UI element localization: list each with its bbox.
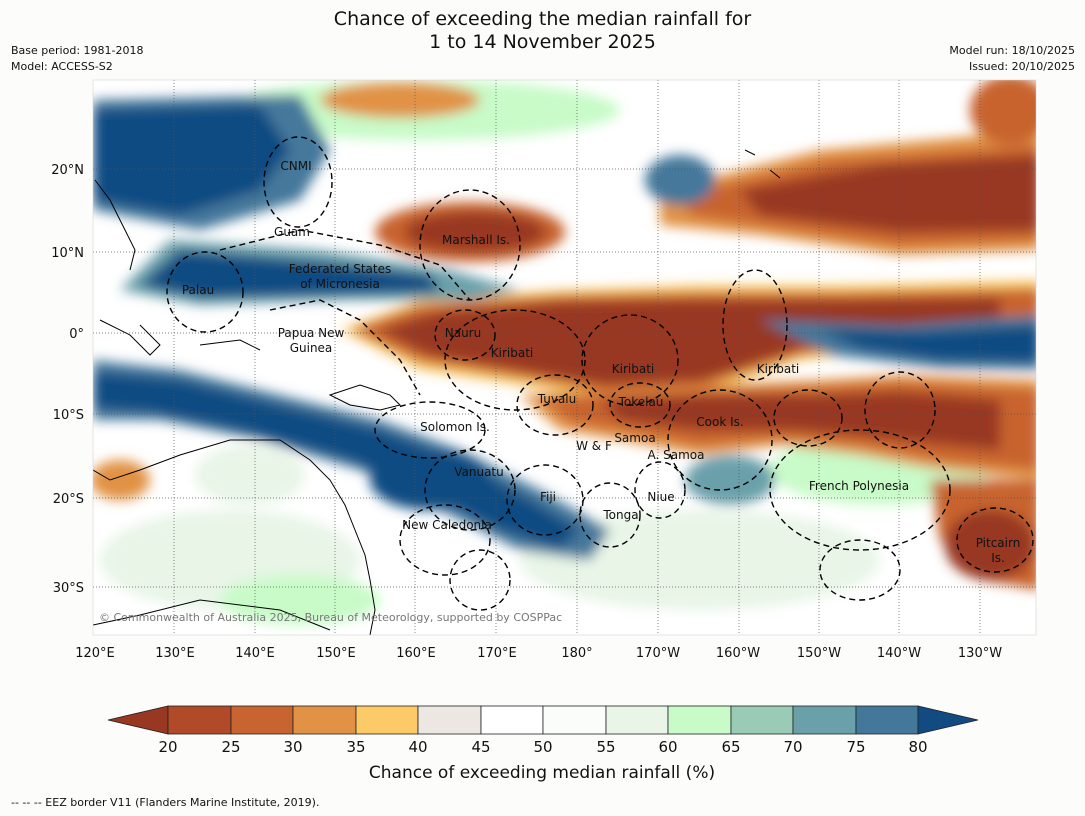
colorbar-75-80 bbox=[855, 705, 919, 735]
label-png-2: Guinea bbox=[290, 341, 333, 355]
label-guam: Guam bbox=[274, 225, 310, 239]
label-kiribati-east: Kiribati bbox=[757, 362, 799, 376]
lon-tick: 140°E bbox=[235, 646, 275, 661]
label-kiribati-central: Kiribati bbox=[612, 362, 654, 376]
colorbar-tick: 30 bbox=[283, 738, 302, 756]
label-pitcairn-1: Pitcairn bbox=[976, 536, 1021, 550]
label-niue: Niue bbox=[647, 490, 674, 504]
colorbar-above-80 bbox=[917, 705, 979, 735]
lon-tick: 140°W bbox=[877, 646, 921, 661]
colorbar-tick: 75 bbox=[846, 738, 865, 756]
lon-tick: 150°W bbox=[797, 646, 841, 661]
lat-tick: 20°N bbox=[51, 163, 84, 178]
map-title-line1: Chance of exceeding the median rainfall … bbox=[333, 8, 752, 30]
label-new-caledonia: New Caledonia bbox=[402, 518, 492, 532]
label-french-polynesia: French Polynesia bbox=[809, 479, 909, 493]
colorbar-55-60 bbox=[605, 705, 669, 735]
base-period-text: Base period: 1981-2018 bbox=[11, 44, 144, 57]
colorbar-tick: 65 bbox=[721, 738, 740, 756]
colorbar-20-25 bbox=[167, 705, 232, 735]
copyright-notice: © Commonwealth of Australia 2025, Bureau… bbox=[99, 611, 562, 624]
issued-text: Issued: 20/10/2025 bbox=[968, 60, 1075, 73]
label-solomon-islands: Solomon Is. bbox=[420, 420, 490, 434]
latitude-axis: 20°N 10°N 0° 10°S 20°S 30°S bbox=[51, 163, 84, 596]
label-vanuatu: Vanuatu bbox=[454, 465, 504, 479]
label-fsm-2: of Micronesia bbox=[300, 277, 380, 291]
colorbar-tick: 25 bbox=[221, 738, 240, 756]
lon-tick: 170°W bbox=[636, 646, 680, 661]
rainfall-probability-field bbox=[93, 80, 1036, 635]
lat-tick: 10°N bbox=[51, 246, 84, 261]
label-tokelau: Tokelau bbox=[618, 395, 664, 409]
label-pitcairn-2: Is. bbox=[991, 551, 1005, 565]
lat-tick: 10°S bbox=[53, 408, 84, 423]
colorbar-70-75 bbox=[792, 705, 857, 735]
map-title-line2: 1 to 14 November 2025 bbox=[429, 31, 656, 53]
colorbar-40-45 bbox=[417, 705, 482, 735]
colorbar-tick: 35 bbox=[346, 738, 365, 756]
label-png-1: Papua New bbox=[278, 326, 345, 340]
label-nauru: Nauru bbox=[445, 326, 481, 340]
label-palau: Palau bbox=[182, 283, 214, 297]
colorbar-tick: 60 bbox=[658, 738, 677, 756]
label-fsm-1: Federated States bbox=[289, 262, 391, 276]
model-run-text: Model run: 18/10/2025 bbox=[949, 44, 1075, 57]
model-text: Model: ACCESS-S2 bbox=[11, 60, 113, 73]
lon-tick: 130°E bbox=[155, 646, 195, 661]
eez-footnote: -- -- -- EEZ border V11 (Flanders Marine… bbox=[11, 796, 320, 809]
colorbar-legend: 20 25 30 35 40 45 50 55 60 65 70 75 80 C… bbox=[107, 705, 979, 783]
lon-tick: 180° bbox=[561, 646, 592, 661]
label-american-samoa: A. Samoa bbox=[648, 448, 705, 462]
lon-tick: 130°W bbox=[958, 646, 1002, 661]
colorbar-25-30 bbox=[230, 705, 294, 735]
colorbar-tick: 55 bbox=[596, 738, 615, 756]
lat-tick: 0° bbox=[69, 327, 84, 342]
lon-tick: 150°E bbox=[316, 646, 356, 661]
colorbar-tick: 70 bbox=[783, 738, 802, 756]
label-wallis-futuna: W & F bbox=[576, 439, 612, 453]
lat-tick: 30°S bbox=[53, 581, 84, 596]
label-cnmi: CNMI bbox=[280, 159, 311, 173]
longitude-axis: 120°E 130°E 140°E 150°E 160°E 170°E 180°… bbox=[75, 646, 1002, 661]
label-fiji: Fiji bbox=[540, 490, 556, 504]
coastlines bbox=[93, 149, 781, 635]
colorbar-tick: 20 bbox=[158, 738, 177, 756]
colorbar-title: Chance of exceeding median rainfall (%) bbox=[369, 763, 715, 783]
colorbar-60-65 bbox=[667, 705, 732, 735]
colorbar-tick: 80 bbox=[908, 738, 927, 756]
region-labels: CNMI Guam Marshall Is. Federated States … bbox=[182, 159, 1020, 565]
label-kiribati-west: Kiribati bbox=[491, 346, 533, 360]
colorbar-50-55 bbox=[542, 705, 607, 735]
colorbar-below-20 bbox=[107, 705, 169, 735]
eez-borders bbox=[166, 136, 1034, 611]
lon-tick: 170°E bbox=[477, 646, 517, 661]
colorbar-65-70 bbox=[730, 705, 794, 735]
label-samoa: Samoa bbox=[614, 431, 655, 445]
lon-tick: 160°W bbox=[716, 646, 760, 661]
lon-tick: 120°E bbox=[75, 646, 115, 661]
meta-right: Model run: 18/10/2025 Issued: 20/10/2025 bbox=[949, 43, 1075, 75]
lat-tick: 20°S bbox=[53, 492, 84, 507]
label-marshall: Marshall Is. bbox=[442, 233, 510, 247]
colorbar-tick: 40 bbox=[408, 738, 427, 756]
label-tonga: Tonga bbox=[602, 508, 638, 522]
colorbar-30-35 bbox=[292, 705, 357, 735]
forecast-map[interactable]: CNMI Guam Marshall Is. Federated States … bbox=[0, 0, 1085, 796]
colorbar-tick: 50 bbox=[533, 738, 552, 756]
colorbar-45-50 bbox=[480, 705, 544, 735]
meta-left: Base period: 1981-2018 Model: ACCESS-S2 bbox=[11, 43, 143, 75]
lon-tick: 160°E bbox=[396, 646, 436, 661]
colorbar-35-40 bbox=[355, 705, 419, 735]
colorbar-tick: 45 bbox=[471, 738, 490, 756]
label-cook-islands: Cook Is. bbox=[696, 415, 743, 429]
label-tuvalu: Tuvalu bbox=[537, 392, 577, 406]
